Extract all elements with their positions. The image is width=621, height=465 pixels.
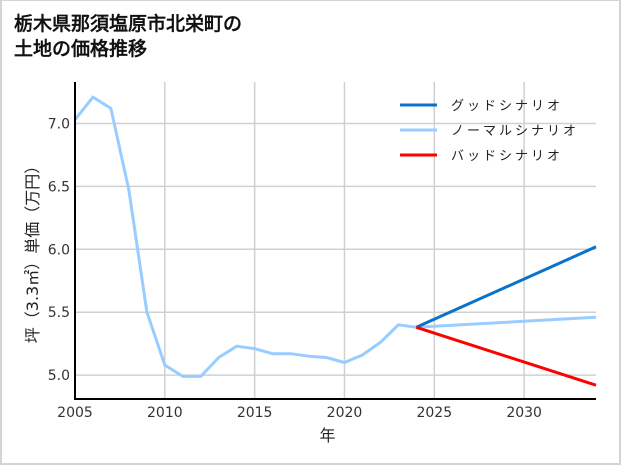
x-axis-label: 年	[319, 426, 335, 445]
axes	[74, 82, 596, 400]
legend-label: ノーマルシナリオ	[451, 124, 579, 139]
legend-label: バッドシナリオ	[451, 149, 563, 164]
y-tick-label: 6.0	[48, 242, 70, 258]
series-line-good	[415, 245, 597, 329]
x-tick-label: 2005	[57, 405, 93, 421]
y-tick-label: 5.0	[48, 368, 70, 384]
series-line-bad	[415, 325, 597, 387]
x-tick-label: 2010	[147, 405, 183, 421]
y-axis-label: 坪（3.3㎡）単価（万円）	[23, 158, 42, 343]
chart-title: 栃木県那須塩原市北栄町の 土地の価格推移	[14, 12, 242, 62]
series-line-normal	[73, 95, 597, 378]
x-tick-labels: 2005 2010 2015 2020 2025 2030	[57, 405, 542, 421]
legend-item-good: グッドシナリオ	[400, 99, 563, 114]
chart-title-line-1: 栃木県那須塩原市北栄町の	[14, 13, 243, 35]
y-tick-labels: 5.0 5.5 6.0 6.5 7.0	[48, 117, 70, 385]
legend-item-normal: ノーマルシナリオ	[400, 124, 579, 139]
y-tick-label: 5.5	[48, 305, 70, 321]
x-tick-label: 2020	[327, 405, 363, 421]
gridlines	[75, 82, 596, 399]
y-tick-label: 7.0	[48, 117, 70, 133]
legend-label: グッドシナリオ	[451, 99, 563, 114]
y-tick-label: 6.5	[48, 179, 70, 195]
chart-title-line-2: 土地の価格推移	[14, 38, 148, 60]
data-series	[73, 95, 597, 387]
legend-item-bad: バッドシナリオ	[400, 149, 563, 164]
x-tick-label: 2025	[416, 405, 452, 421]
x-tick-label: 2030	[506, 405, 542, 421]
x-tick-label: 2015	[237, 405, 273, 421]
